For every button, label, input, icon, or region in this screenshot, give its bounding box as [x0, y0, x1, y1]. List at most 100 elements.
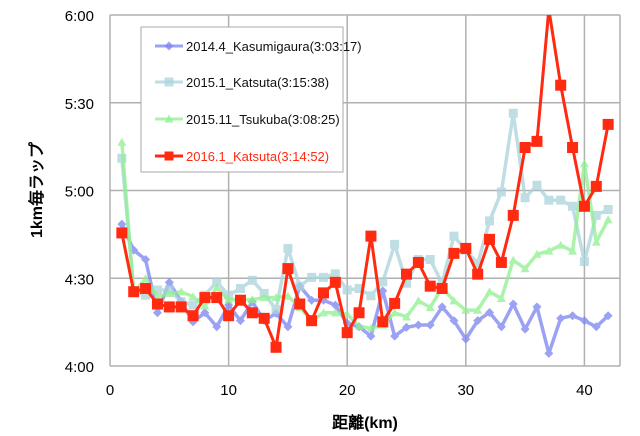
- data-point: [556, 195, 566, 205]
- y-tick-label: 5:30: [65, 96, 94, 113]
- data-point: [329, 276, 341, 288]
- data-point: [175, 301, 187, 313]
- data-point: [603, 311, 613, 321]
- data-point: [568, 246, 578, 255]
- data-point: [176, 287, 186, 296]
- series-1: [117, 219, 613, 358]
- legend-box: [140, 26, 344, 173]
- data-point: [188, 300, 198, 310]
- data-point: [246, 307, 258, 319]
- data-point: [270, 341, 282, 353]
- data-point: [187, 310, 199, 322]
- data-point: [591, 322, 601, 332]
- series-4: [116, 4, 614, 353]
- data-point: [306, 315, 318, 327]
- data-point: [117, 219, 127, 229]
- tick-labels: 0 10 20 30 40 4:00 4:30 5:00 5:30 6:00: [65, 8, 593, 399]
- data-point: [212, 277, 222, 287]
- data-point: [365, 230, 377, 242]
- data-point: [377, 316, 389, 328]
- data-point: [484, 233, 496, 245]
- data-point: [579, 316, 589, 326]
- data-point: [200, 301, 210, 310]
- data-point: [211, 292, 223, 304]
- legend-marker: [164, 77, 174, 87]
- data-point: [448, 247, 460, 259]
- data-point: [342, 309, 352, 318]
- data-point: [461, 305, 471, 314]
- data-point: [531, 135, 543, 147]
- data-point: [224, 295, 234, 304]
- data-point: [507, 209, 519, 221]
- data-point: [378, 286, 388, 296]
- data-point: [402, 322, 412, 332]
- data-point: [283, 291, 293, 300]
- data-point: [568, 201, 578, 211]
- data-point: [449, 231, 459, 241]
- data-point: [390, 308, 400, 317]
- x-tick-label: 40: [576, 382, 593, 399]
- data-point: [437, 302, 447, 312]
- data-point: [532, 180, 542, 190]
- data-point: [342, 285, 352, 295]
- data-point: [520, 324, 530, 334]
- data-point: [259, 293, 269, 302]
- data-point: [485, 307, 495, 317]
- data-point: [152, 285, 162, 295]
- data-point: [283, 243, 293, 253]
- data-point: [555, 79, 567, 91]
- data-point: [141, 290, 151, 300]
- data-point: [543, 4, 554, 15]
- data-point: [247, 275, 257, 285]
- data-point: [354, 321, 364, 330]
- data-point: [485, 216, 495, 226]
- data-point: [318, 272, 328, 282]
- data-point: [579, 257, 589, 267]
- x-axis-title: 距離(km): [332, 413, 398, 432]
- data-point: [330, 308, 340, 317]
- data-point: [472, 268, 484, 280]
- data-point: [556, 240, 566, 249]
- data-point: [152, 292, 162, 301]
- legend-label: 2015.1_Katsuta(3:15:38): [186, 75, 329, 90]
- data-point: [366, 291, 376, 301]
- legend-marker: [164, 41, 174, 51]
- data-point: [307, 295, 317, 305]
- data-point: [508, 255, 518, 264]
- data-point: [402, 278, 412, 288]
- data-point: [234, 294, 246, 306]
- data-point: [200, 308, 210, 318]
- legend-label: 2016.1_Katsuta(3:14:52): [186, 149, 329, 164]
- data-point: [424, 280, 436, 292]
- data-point: [413, 320, 423, 330]
- x-tick-label: 20: [339, 382, 356, 399]
- data-point: [544, 195, 554, 205]
- data-point: [544, 348, 554, 358]
- data-point: [164, 277, 174, 287]
- x-tick-label: 0: [106, 382, 114, 399]
- data-point: [141, 255, 151, 265]
- legend: 2014.4_Kasumigaura(3:03:17) 2015.1_Katsut…: [140, 26, 362, 173]
- data-point: [247, 295, 257, 304]
- data-point: [556, 313, 566, 323]
- data-point: [341, 327, 353, 339]
- data-point: [473, 259, 483, 269]
- data-point: [567, 142, 579, 154]
- data-point: [128, 286, 140, 298]
- legend-item-2: 2015.1_Katsuta(3:15:38): [155, 75, 329, 90]
- data-point: [117, 137, 127, 146]
- data-point: [330, 269, 340, 279]
- y-tick-label: 4:00: [65, 359, 94, 376]
- data-point: [495, 256, 507, 268]
- data-point: [295, 281, 305, 291]
- series-line: [120, 142, 610, 331]
- legend-label: 2014.4_Kasumigaura(3:03:17): [186, 39, 362, 54]
- data-point: [520, 264, 530, 273]
- data-point: [532, 249, 542, 258]
- data-point: [412, 256, 424, 268]
- data-point: [141, 274, 151, 283]
- data-point: [436, 282, 448, 294]
- data-point: [591, 210, 601, 220]
- y-tick-label: 4:30: [65, 271, 94, 288]
